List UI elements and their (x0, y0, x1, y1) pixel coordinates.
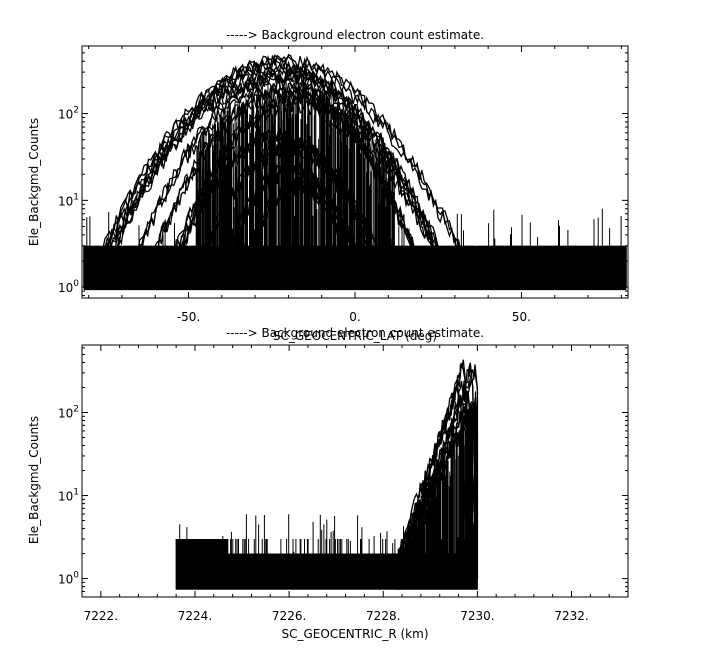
x-tick-label: 7224. (178, 609, 212, 623)
top-panel: -----> Background electron count estimat… (27, 28, 629, 343)
x-tick-label: 7226. (272, 609, 306, 623)
y-tick-label: 100 (58, 279, 79, 295)
y-tick-exponent: 1 (73, 192, 79, 202)
y-tick-label: 100 (58, 571, 79, 587)
y-tick-label: 102 (58, 106, 79, 122)
x-tick-label: 50. (512, 310, 531, 324)
hump-curve (97, 54, 467, 265)
y-tick-label: 102 (58, 405, 79, 421)
y-tick-label: 101 (58, 192, 79, 208)
bottom-data-traces (175, 359, 479, 590)
y-tick-exponent: 1 (73, 488, 79, 498)
bottom-x-axis-label: SC_GEOCENTRIC_R (km) (282, 627, 429, 641)
bottom-chart-title: -----> Background electron count estimat… (226, 326, 484, 340)
y-tick-exponent: 2 (73, 106, 79, 116)
x-tick-label: 7230. (460, 609, 494, 623)
top-y-axis-label: Ele_Backgmd_Counts (27, 118, 41, 246)
top-x-axis-label: SC_GEOCENTRIC_LAT (deg) (273, 329, 437, 343)
x-tick-label: 7232. (554, 609, 588, 623)
hump-fill-lines (195, 81, 395, 288)
rise-curve (398, 381, 469, 579)
x-tick-label: 0. (349, 310, 360, 324)
rise-fill-lines (394, 391, 478, 590)
bottom-y-axis-label: Ele_Backgmd_Counts (27, 416, 41, 544)
y-tick-exponent: 0 (73, 571, 79, 581)
x-tick-label: -50. (177, 310, 200, 324)
top-chart-title: -----> Background electron count estimat… (226, 28, 484, 42)
x-tick-label: 7228. (366, 609, 400, 623)
y-tick-label: 101 (58, 488, 79, 504)
y-tick-exponent: 0 (73, 279, 79, 289)
x-tick-label: 7222. (84, 609, 118, 623)
bottom-panel: -----> Background electron count estimat… (27, 326, 629, 641)
y-tick-exponent: 2 (73, 405, 79, 415)
rise-curve (395, 407, 479, 579)
top-data-traces (83, 53, 627, 291)
